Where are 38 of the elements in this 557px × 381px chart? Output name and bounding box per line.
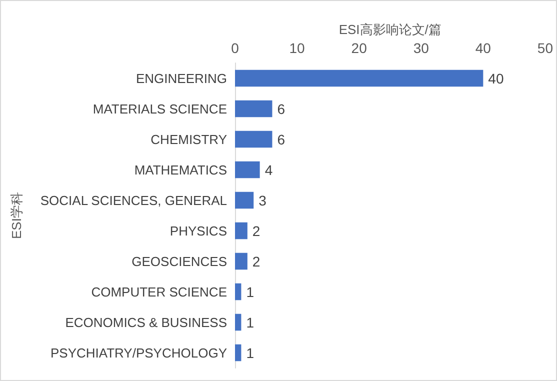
x-tick-label: 30 — [413, 40, 430, 56]
data-label: 1 — [246, 314, 254, 330]
y-tick-label: MATERIALS SCIENCE — [92, 101, 228, 116]
data-label: 6 — [277, 100, 286, 117]
bar — [235, 283, 242, 300]
bar — [235, 252, 248, 270]
y-axis-title: ESI学科 — [9, 192, 24, 239]
x-tick-label: 50 — [537, 40, 554, 56]
bar — [235, 192, 254, 209]
x-axis-title: ESI高影响论文/篇 — [338, 22, 442, 38]
y-tick-label: ECONOMICS & BUSINESS — [65, 314, 228, 330]
data-label: 6 — [277, 131, 286, 148]
data-label: 3 — [258, 192, 267, 208]
x-tick-label: 10 — [289, 40, 306, 56]
bar — [235, 344, 242, 362]
y-tick-label: CHEMISTRY — [150, 132, 228, 147]
y-tick-label: ENGINEERING — [136, 70, 227, 86]
y-tick-label: COMPUTER SCIENCE — [91, 284, 228, 300]
data-label: 1 — [246, 344, 254, 361]
data-label: 2 — [252, 222, 260, 239]
data-label: 1 — [246, 284, 254, 300]
bar — [235, 161, 260, 178]
bar — [235, 70, 484, 87]
y-tick-label: SOCIAL SCIENCES, GENERAL — [40, 192, 227, 208]
bar — [235, 130, 272, 148]
y-tick-label: PSYCHIATRY/PSYCHOLOGY — [50, 345, 228, 360]
y-tick-label: GEOSCIENCES — [132, 254, 228, 269]
x-tick-label: 20 — [351, 40, 368, 56]
bar — [235, 100, 272, 118]
x-tick-label: 0 — [231, 40, 240, 56]
data-label: 4 — [264, 162, 273, 178]
bar — [235, 314, 242, 331]
x-tick-label: 40 — [475, 40, 492, 56]
data-label: 2 — [252, 253, 260, 270]
bar — [235, 222, 248, 240]
y-tick-label: MATHEMATICS — [134, 162, 228, 178]
data-label: 40 — [488, 70, 504, 86]
y-tick-label: PHYSICS — [170, 223, 228, 238]
